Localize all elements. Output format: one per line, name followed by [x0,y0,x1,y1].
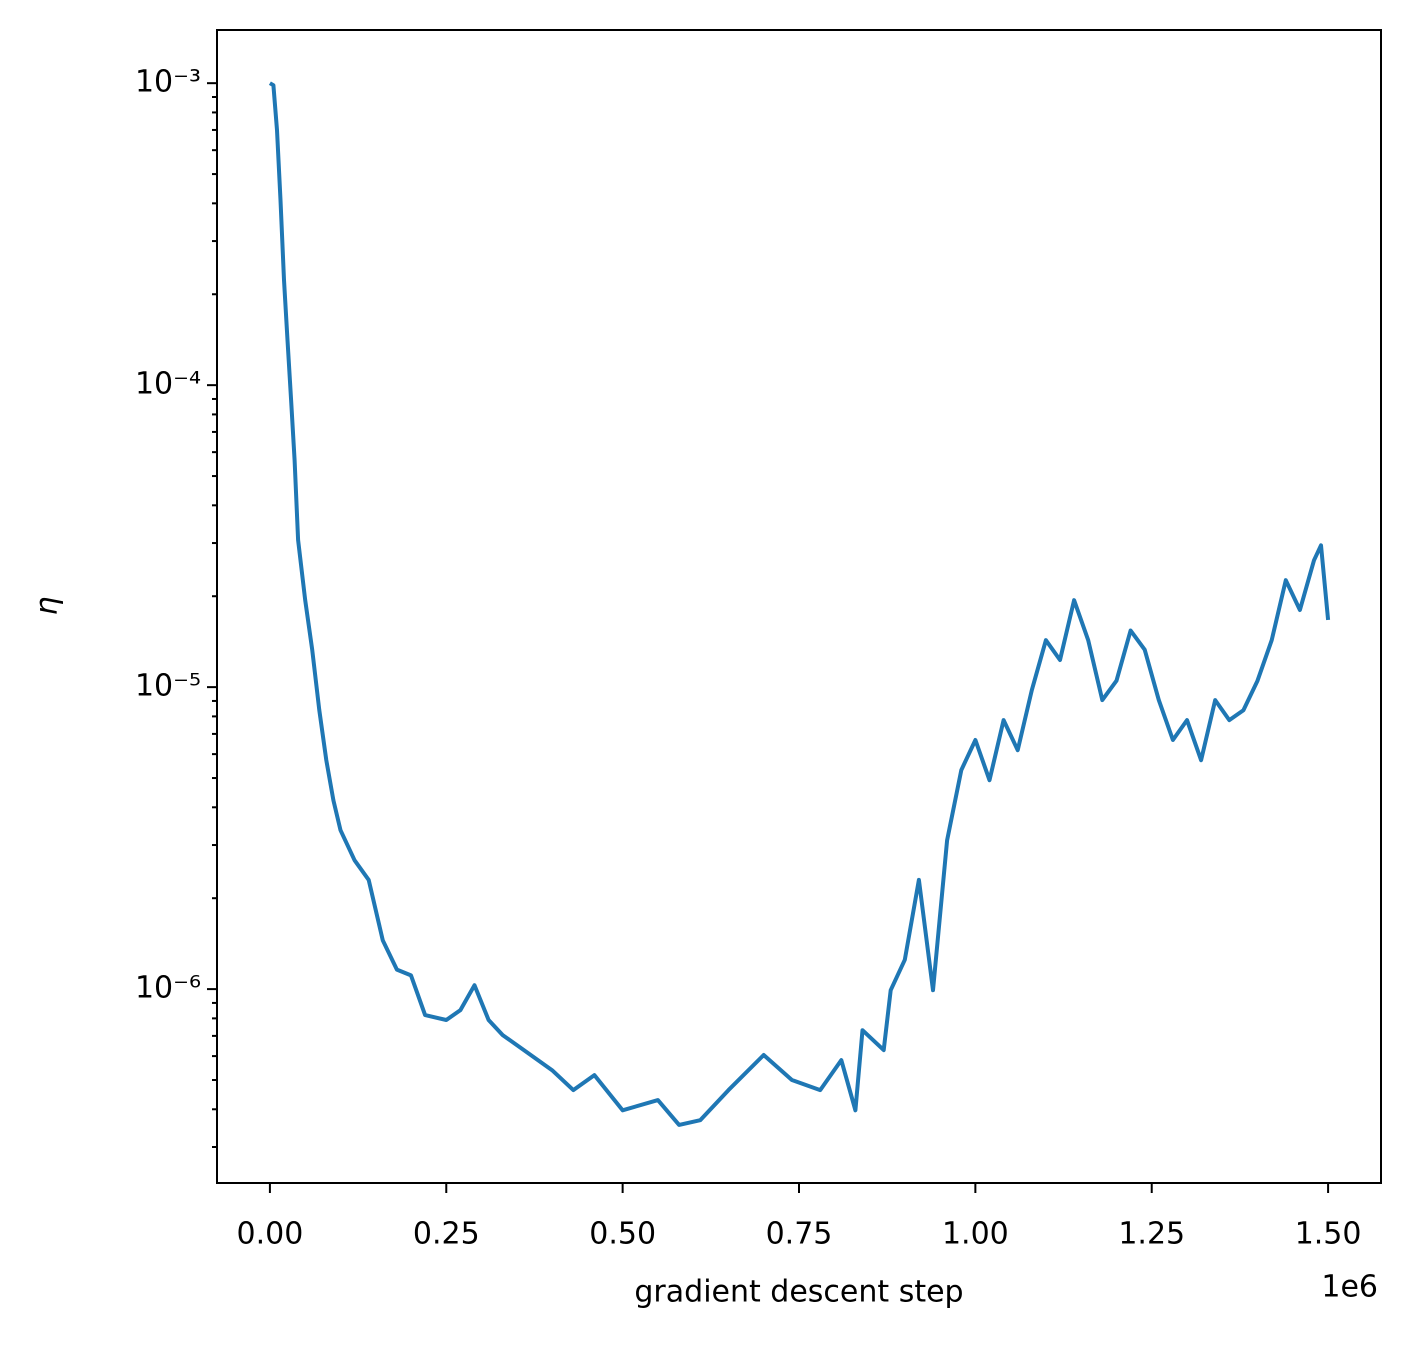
x-tick-label: 0.00 [237,1217,304,1252]
x-tick-label: 1.00 [942,1217,1009,1252]
x-tick-label: 1.50 [1295,1217,1362,1252]
x-tick-label: 0.50 [589,1217,656,1252]
plot-frame [216,29,1382,1184]
y-axis-label: η [30,596,65,615]
y-tick-label: 10⁻⁵ [135,669,201,704]
x-tick-label: 0.25 [413,1217,480,1252]
y-tick-label: 10⁻³ [135,65,201,100]
y-tick-label: 10⁻⁶ [135,971,201,1006]
x-tick-label: 1.25 [1118,1217,1185,1252]
x-tick-label: 0.75 [766,1217,833,1252]
y-tick-label: 10⁻⁴ [135,367,201,402]
x-axis-label: gradient descent step [634,1275,963,1310]
data-line [268,81,1331,1127]
x-offset-label: 1e6 [1321,1270,1378,1305]
